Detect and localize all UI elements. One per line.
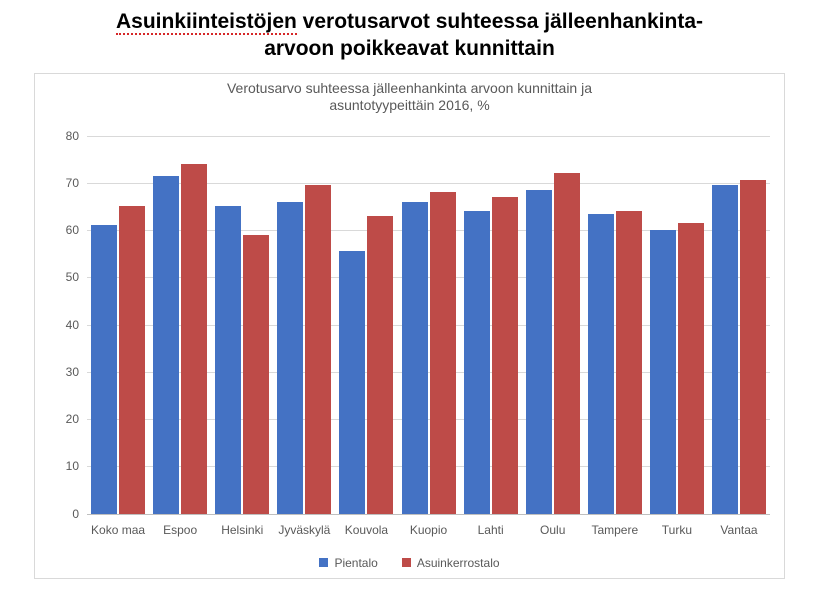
chart-container: Verotusarvo suhteessa jälleenhankinta ar… [34,73,785,579]
bar [119,206,145,513]
plot-area: 01020304050607080 [87,136,770,514]
legend-swatch [319,558,328,567]
bar [339,251,365,513]
bar-group [397,136,459,514]
bar [492,197,518,514]
legend-label: Asuinkerrostalo [417,556,500,570]
page-title: Asuinkiinteistöjen verotusarvot suhteess… [0,0,819,67]
bar [616,211,642,513]
bar [740,180,766,513]
bar [367,216,393,514]
bar [181,164,207,514]
bar [430,192,456,513]
y-tick-label: 10 [66,459,87,473]
bar [153,176,179,514]
y-tick-label: 50 [66,270,87,284]
bar-group [708,136,770,514]
x-axis-labels: Koko maaEspooHelsinkiJyväskyläKouvolaKuo… [87,520,770,537]
page-title-line2: arvoon poikkeavat kunnittain [264,37,555,60]
bar-group [584,136,646,514]
chart-title: Verotusarvo suhteessa jälleenhankinta ar… [35,74,784,115]
bar [712,185,738,513]
y-tick-label: 80 [66,129,87,143]
bar [215,206,241,513]
bar-group [460,136,522,514]
bar [650,230,676,514]
x-tick-label: Koko maa [87,520,149,537]
legend: Pientalo Asuinkerrostalo [35,556,784,570]
bar [277,202,303,514]
y-tick-label: 20 [66,412,87,426]
bar [464,211,490,513]
bar [243,235,269,514]
legend-label: Pientalo [334,556,377,570]
y-tick-label: 0 [72,507,87,521]
x-tick-label: Helsinki [211,520,273,537]
legend-swatch [402,558,411,567]
bar [588,214,614,514]
bar-group [87,136,149,514]
y-tick-label: 60 [66,223,87,237]
gridline [87,514,770,515]
x-tick-label: Vantaa [708,520,770,537]
y-tick-label: 40 [66,318,87,332]
x-tick-label: Lahti [460,520,522,537]
x-tick-label: Jyväskylä [273,520,335,537]
bar [526,190,552,514]
bar-group [522,136,584,514]
bar-group [646,136,708,514]
bar [554,173,580,513]
legend-item: Pientalo [319,556,377,570]
chart-title-line1: Verotusarvo suhteessa jälleenhankinta ar… [227,80,592,96]
bar-group [211,136,273,514]
x-tick-label: Tampere [584,520,646,537]
bar [678,223,704,514]
x-tick-label: Espoo [149,520,211,537]
y-tick-label: 30 [66,365,87,379]
chart-title-line2: asuntotyypeittäin 2016, % [329,97,489,113]
x-tick-label: Kuopio [397,520,459,537]
bar-group [149,136,211,514]
x-tick-label: Oulu [522,520,584,537]
page-title-line1-pre: Asuinkiinteistöjen [116,10,297,35]
bar-group [273,136,335,514]
legend-item: Asuinkerrostalo [402,556,500,570]
x-tick-label: Kouvola [335,520,397,537]
page-title-line1-post: verotusarvot suhteessa jälleenhankinta- [297,10,703,33]
bar [305,185,331,513]
bar-group [335,136,397,514]
bar [402,202,428,514]
y-tick-label: 70 [66,176,87,190]
x-tick-label: Turku [646,520,708,537]
bar [91,225,117,513]
